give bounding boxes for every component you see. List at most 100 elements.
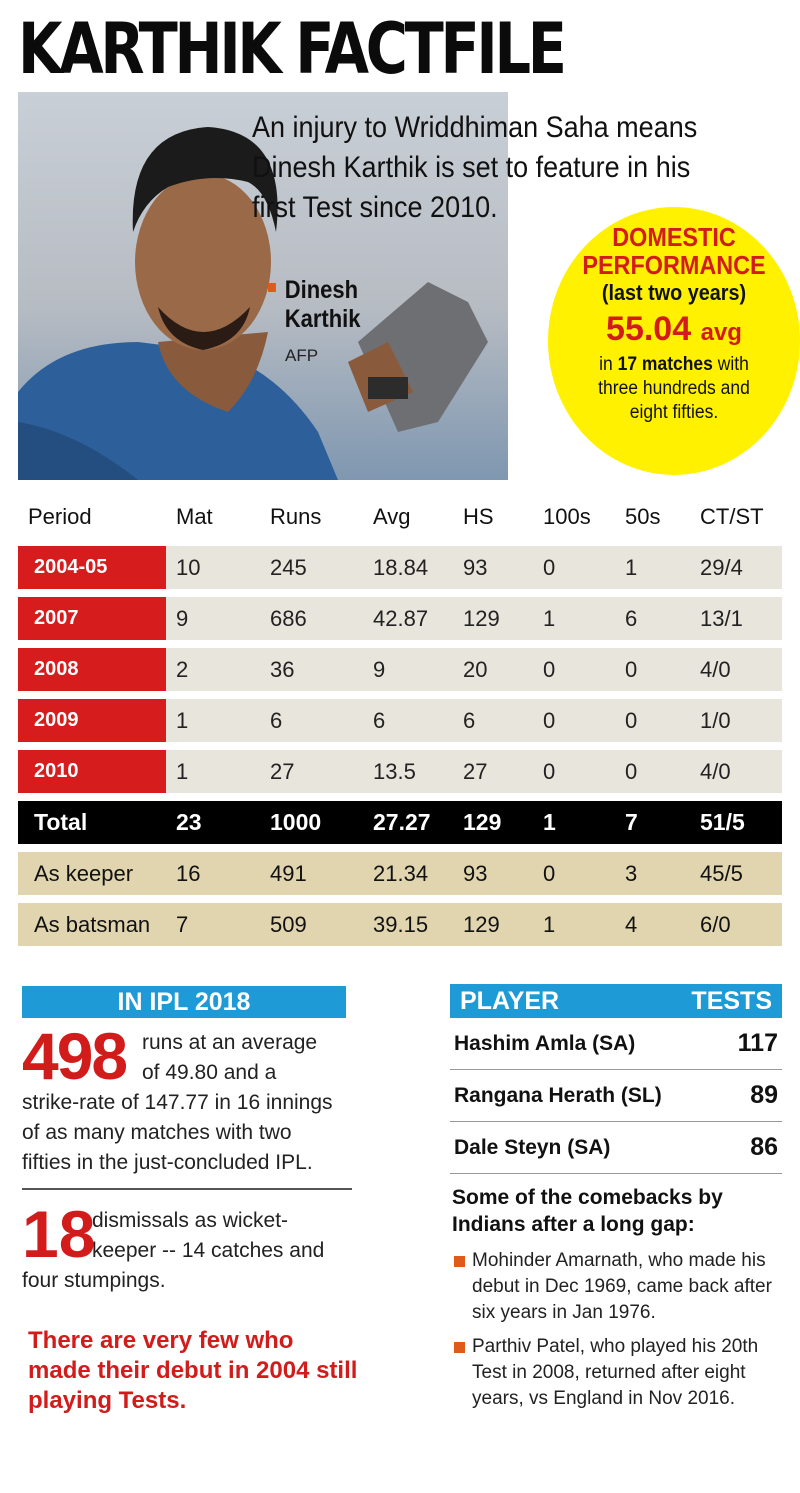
mat-cell: 7: [166, 903, 260, 946]
hundreds-cell: 0: [533, 699, 615, 742]
table-row: 2010 1 27 13.5 27 0 0 4/0: [18, 750, 782, 793]
table-row: 2004-05 10 245 18.84 93 0 1 29/4: [18, 546, 782, 589]
ctst-cell: 51/5: [690, 801, 782, 844]
ctst-cell: 6/0: [690, 903, 782, 946]
domestic-text-line1: in 17 matches with: [558, 353, 790, 377]
bullet-icon: [454, 1342, 465, 1353]
player-name: Hashim Amla (SA): [454, 1031, 636, 1055]
ctst-cell: 45/5: [690, 852, 782, 895]
players-header: PLAYER TESTS: [450, 984, 782, 1018]
dismissals-line1: dismissals as wicket-: [92, 1209, 289, 1232]
mat-cell: 2: [166, 648, 260, 691]
ipl-line4: of as many matches with two: [22, 1121, 292, 1144]
dismissals-line2: keeper -- 14 catches and: [92, 1239, 325, 1262]
runs-cell: 36: [260, 648, 363, 691]
domestic-performance-badge: DOMESTIC PERFORMANCE (last two years) 55…: [548, 207, 800, 475]
hs-cell: 6: [453, 699, 533, 742]
avg-cell: 6: [363, 699, 453, 742]
hundreds-cell: 0: [533, 852, 615, 895]
hs-cell: 20: [453, 648, 533, 691]
as-batsman-row: As batsman 7 509 39.15 129 1 4 6/0: [18, 903, 782, 946]
table-row: Dale Steyn (SA) 86: [450, 1122, 782, 1174]
ctst-cell: 29/4: [690, 546, 782, 589]
hundreds-cell: 1: [533, 597, 615, 640]
debut-note: There are very few who made their debut …: [28, 1327, 358, 1414]
col-avg: Avg: [373, 504, 411, 529]
runs-cell: 686: [260, 597, 363, 640]
avg-cell: 39.15: [363, 903, 453, 946]
hundreds-cell: 1: [533, 903, 615, 946]
mat-cell: 23: [166, 801, 260, 844]
list-item: Parthiv Patel, who played his 20th Test …: [452, 1334, 782, 1412]
domestic-text-line2: three hundreds and: [598, 378, 750, 399]
col-runs: Runs: [270, 504, 322, 529]
domestic-text-in: in: [599, 354, 613, 375]
as-keeper-row: As keeper 16 491 21.34 93 0 3 45/5: [18, 852, 782, 895]
fifties-cell: 0: [615, 699, 690, 742]
fifties-cell: 7: [615, 801, 690, 844]
ctst-cell: 4/0: [690, 648, 782, 691]
fifties-cell: 3: [615, 852, 690, 895]
runs-cell: 27: [260, 750, 363, 793]
hundreds-cell: 0: [533, 546, 615, 589]
period-cell: 2009: [18, 699, 166, 742]
comeback-text: Parthiv Patel, who played his 20th Test …: [472, 1336, 759, 1409]
col-100s: 100s: [543, 504, 591, 529]
period-cell: Total: [18, 801, 166, 844]
comebacks-section: Some of the comebacks by Indians after a…: [452, 1184, 782, 1420]
player-tests: 89: [750, 1081, 778, 1109]
table-row: Rangana Herath (SL) 89: [450, 1070, 782, 1122]
period-cell: 2008: [18, 648, 166, 691]
list-item: Mohinder Amarnath, who made his debut in…: [452, 1248, 782, 1326]
runs-cell: 1000: [260, 801, 363, 844]
hs-cell: 129: [453, 597, 533, 640]
fifties-cell: 6: [615, 597, 690, 640]
domestic-text-line3: eight fifties.: [629, 402, 719, 423]
ipl-line3: strike-rate of 147.77 in 16 innings: [22, 1091, 333, 1114]
runs-cell: 491: [260, 852, 363, 895]
mat-cell: 9: [166, 597, 260, 640]
player-tests: 86: [750, 1133, 778, 1161]
comebacks-heading: Some of the comebacks by Indians after a…: [452, 1186, 723, 1236]
period-cell: As keeper: [18, 852, 166, 895]
page-title: KARTHIK FACTFILE: [18, 8, 567, 90]
col-period: Period: [28, 504, 92, 529]
hs-cell: 93: [453, 546, 533, 589]
hundreds-cell: 0: [533, 648, 615, 691]
ipl-description: runs at an average of 49.80 and a strike…: [22, 1028, 352, 1178]
caption-line2: Karthik: [284, 305, 361, 333]
runs-cell: 6: [260, 699, 363, 742]
player-photo: [18, 92, 508, 480]
player-name: Dale Steyn (SA): [454, 1135, 611, 1159]
caption-line1: Dinesh: [284, 276, 359, 304]
table-row: 2008 2 36 9 20 0 0 4/0: [18, 648, 782, 691]
col-tests: TESTS: [691, 987, 772, 1015]
caption-bullet-icon: [268, 282, 276, 292]
domestic-avg-value: 55.04: [606, 310, 692, 348]
players-tests-table: PLAYER TESTS Hashim Amla (SA) 117 Rangan…: [450, 984, 782, 1174]
ipl-runs-number: 498: [22, 1019, 128, 1093]
domestic-period: (last two years): [601, 280, 747, 305]
ipl-heading: IN IPL 2018: [22, 986, 346, 1018]
period-cell: 2004-05: [18, 546, 166, 589]
ctst-cell: 4/0: [690, 750, 782, 793]
avg-cell: 42.87: [363, 597, 453, 640]
period-cell: 2010: [18, 750, 166, 793]
mat-cell: 16: [166, 852, 260, 895]
hs-cell: 129: [453, 801, 533, 844]
mat-cell: 10: [166, 546, 260, 589]
photo-caption: Dinesh Karthik: [268, 276, 361, 334]
fifties-cell: 0: [615, 648, 690, 691]
domestic-average: 55.04 avg: [548, 309, 800, 353]
intro-text: An injury to Wriddhiman Saha means Dines…: [252, 111, 698, 224]
ipl-line2: of 49.80 and a: [142, 1061, 277, 1084]
hundreds-cell: 1: [533, 801, 615, 844]
stats-header-row: Period Mat Runs Avg HS 100s 50s CT/ST: [18, 496, 782, 538]
hundreds-cell: 0: [533, 750, 615, 793]
player-illustration: [18, 127, 488, 480]
col-player: PLAYER: [460, 987, 560, 1015]
test-stats-table: Period Mat Runs Avg HS 100s 50s CT/ST 20…: [18, 488, 782, 954]
table-row: Hashim Amla (SA) 117: [450, 1018, 782, 1070]
runs-cell: 245: [260, 546, 363, 589]
hs-cell: 129: [453, 903, 533, 946]
